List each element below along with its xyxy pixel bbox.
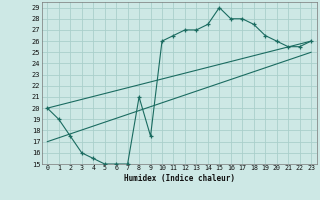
X-axis label: Humidex (Indice chaleur): Humidex (Indice chaleur) [124,174,235,183]
